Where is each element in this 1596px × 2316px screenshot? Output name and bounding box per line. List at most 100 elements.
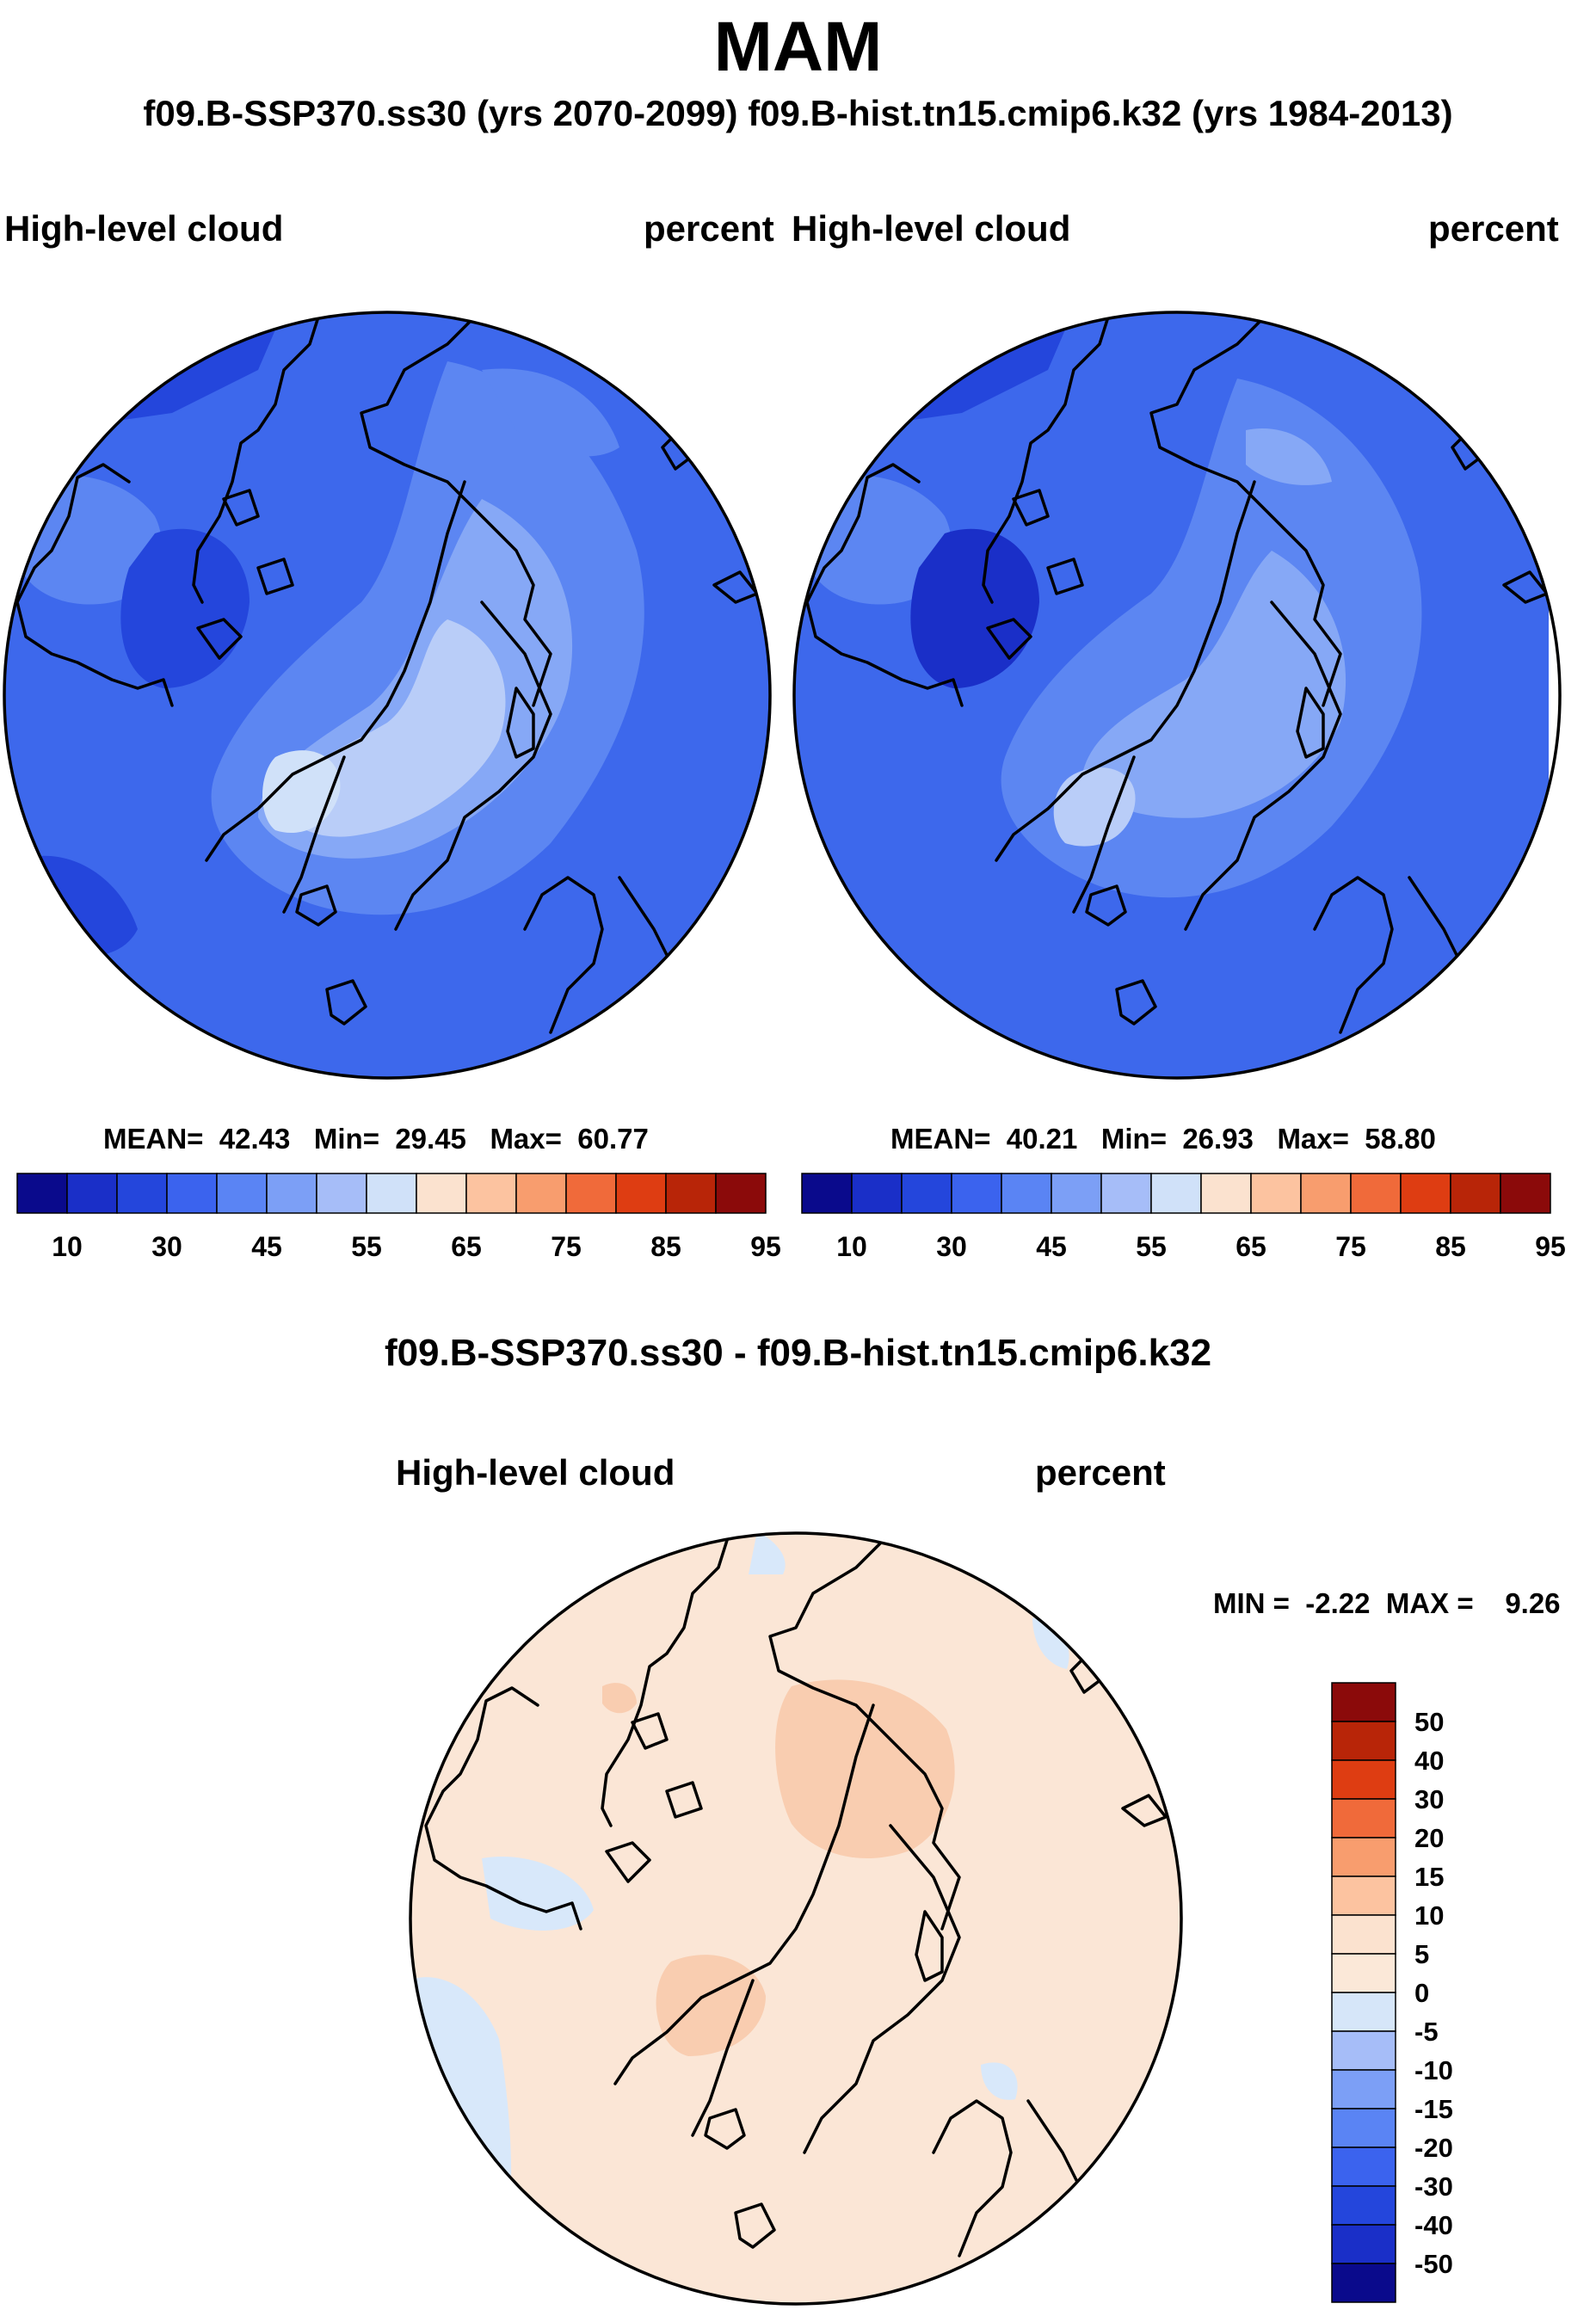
left-units-label: percent bbox=[644, 208, 774, 249]
left-min-label: Min= bbox=[313, 1123, 379, 1155]
difference-colorbar-box bbox=[1331, 1992, 1396, 2032]
historical-map-border bbox=[792, 311, 1562, 1080]
historical-colorbar-box bbox=[1450, 1173, 1501, 1214]
ssp370-colorbar-tick-label: 75 bbox=[551, 1231, 582, 1262]
difference-colorbar-box bbox=[1331, 1798, 1396, 1839]
difference-colorbar-tick-label: -15 bbox=[1414, 2094, 1453, 2124]
right-stats: MEAN= 40.21 Min= 26.93 Max= 58.80 bbox=[890, 1123, 1436, 1155]
historical-colorbar-box bbox=[801, 1173, 853, 1214]
historical-colorbar-tick-label: 30 bbox=[936, 1231, 967, 1262]
historical-colorbar-box bbox=[1400, 1173, 1451, 1214]
ssp370-colorbar-tick-label: 10 bbox=[52, 1231, 83, 1262]
difference-colorbar-tick-label: 40 bbox=[1414, 1746, 1444, 1776]
diff-min-value: -2.22 bbox=[1305, 1587, 1371, 1619]
historical-colorbar-box bbox=[851, 1173, 903, 1214]
difference-colorbar-box bbox=[1331, 1837, 1396, 1877]
historical-colorbar-box bbox=[1250, 1173, 1302, 1214]
ssp370-colorbar-box bbox=[715, 1173, 767, 1214]
difference-colorbar-tick-label: 30 bbox=[1414, 1784, 1444, 1814]
ssp370-colorbar-box bbox=[266, 1173, 317, 1214]
historical-map bbox=[794, 312, 1549, 1078]
diff-max-value: 9.26 bbox=[1505, 1587, 1561, 1619]
diff-units-label: percent bbox=[1035, 1452, 1166, 1493]
difference-colorbar-tick-label: -10 bbox=[1414, 2055, 1453, 2085]
right-mean-value: 40.21 bbox=[1006, 1123, 1078, 1155]
difference-map-border bbox=[409, 1531, 1183, 2306]
difference-colorbar-tick-label: -40 bbox=[1414, 2210, 1453, 2240]
ssp370-colorbar-tick-label: 95 bbox=[750, 1231, 781, 1262]
main-title: MAM bbox=[713, 8, 883, 86]
comparison-title: f09.B-SSP370.ss30 (yrs 2070-2099) f09.B-… bbox=[143, 93, 1453, 133]
difference-colorbar-box bbox=[1331, 1876, 1396, 1916]
difference-colorbar-box bbox=[1331, 1953, 1396, 1993]
difference-colorbar-box bbox=[1331, 2030, 1396, 2071]
ssp370-colorbar-box bbox=[465, 1173, 517, 1214]
difference-colorbar-box bbox=[1331, 2069, 1396, 2110]
historical-colorbar-tick-label: 95 bbox=[1535, 1231, 1566, 1262]
ssp370-colorbar-tick-label: 45 bbox=[251, 1231, 282, 1262]
historical-colorbar-tick-label: 85 bbox=[1435, 1231, 1466, 1262]
difference-colorbar-box bbox=[1331, 2147, 1396, 2187]
ssp370-colorbar-box bbox=[166, 1173, 218, 1214]
difference-colorbar-tick-label: 20 bbox=[1414, 1823, 1444, 1853]
historical-colorbar-box bbox=[1300, 1173, 1352, 1214]
left-stats: MEAN= 42.43 Min= 29.45 Max= 60.77 bbox=[103, 1123, 649, 1155]
difference-colorbar-tick-label: 15 bbox=[1414, 1862, 1444, 1892]
left-variable-label: High-level cloud bbox=[4, 208, 284, 249]
right-max-value: 58.80 bbox=[1365, 1123, 1436, 1155]
difference-colorbar-box bbox=[1331, 2224, 1396, 2264]
left-min-value: 29.45 bbox=[395, 1123, 466, 1155]
ssp370-colorbar-box bbox=[416, 1173, 467, 1214]
historical-colorbar-box bbox=[1051, 1173, 1102, 1214]
difference-title: f09.B-SSP370.ss30 - f09.B-hist.tn15.cmip… bbox=[384, 1332, 1212, 1374]
right-max-label: Max= bbox=[1277, 1123, 1349, 1155]
ssp370-colorbar-box bbox=[366, 1173, 417, 1214]
historical-colorbar-tick-label: 10 bbox=[836, 1231, 867, 1262]
ssp370-colorbar: 10 30 45 55 65 75 85 95 bbox=[16, 1173, 781, 1262]
diff-variable-label: High-level cloud bbox=[396, 1452, 675, 1493]
ssp370-colorbar-box bbox=[216, 1173, 268, 1214]
difference-colorbar-tick-label: 50 bbox=[1414, 1707, 1444, 1737]
difference-colorbar-box bbox=[1331, 2263, 1396, 2303]
ssp370-colorbar-box bbox=[316, 1173, 367, 1214]
right-mean-label: MEAN= bbox=[890, 1123, 991, 1155]
left-mean-value: 42.43 bbox=[219, 1123, 291, 1155]
ssp370-colorbar-box bbox=[16, 1173, 68, 1214]
difference-colorbar-tick-label: -5 bbox=[1414, 2017, 1439, 2047]
difference-colorbar-tick-label: 5 bbox=[1414, 1939, 1429, 1969]
ssp370-colorbar-box bbox=[665, 1173, 717, 1214]
right-min-label: Min= bbox=[1100, 1123, 1167, 1155]
historical-colorbar-tick-label: 55 bbox=[1136, 1231, 1167, 1262]
historical-colorbar-tick-label: 45 bbox=[1036, 1231, 1067, 1262]
difference-colorbar-box bbox=[1331, 1759, 1396, 1800]
ssp370-colorbar-box bbox=[116, 1173, 168, 1214]
diff-min-label: MIN = bbox=[1213, 1587, 1290, 1619]
historical-colorbar-box bbox=[1350, 1173, 1402, 1214]
historical-colorbar-box bbox=[1100, 1173, 1152, 1214]
right-units-label: percent bbox=[1428, 208, 1559, 249]
left-mean-label: MEAN= bbox=[103, 1123, 204, 1155]
diff-stats: MIN = -2.22 MAX = 9.26 bbox=[1213, 1587, 1561, 1620]
difference-colorbar-tick-label: -20 bbox=[1414, 2133, 1453, 2163]
ssp370-colorbar-box bbox=[66, 1173, 118, 1214]
difference-colorbar-box bbox=[1331, 1721, 1396, 1761]
ssp370-map-border bbox=[3, 311, 772, 1080]
ssp370-colorbar-tick-label: 65 bbox=[451, 1231, 482, 1262]
difference-colorbar-tick-label: -30 bbox=[1414, 2171, 1453, 2202]
ssp370-colorbar-tick-label: 55 bbox=[351, 1231, 382, 1262]
historical-colorbar-box bbox=[1500, 1173, 1551, 1214]
historical-colorbar-box bbox=[901, 1173, 952, 1214]
difference-colorbar-box bbox=[1331, 2185, 1396, 2226]
difference-colorbar-tick-label: -50 bbox=[1414, 2249, 1453, 2279]
difference-colorbar-tick-label: 10 bbox=[1414, 1900, 1444, 1931]
right-variable-label: High-level cloud bbox=[792, 208, 1071, 249]
left-max-value: 60.77 bbox=[577, 1123, 649, 1155]
ssp370-colorbar-tick-label: 30 bbox=[151, 1231, 182, 1262]
right-min-value: 26.93 bbox=[1182, 1123, 1254, 1155]
difference-colorbar-tick-label: 0 bbox=[1414, 1978, 1429, 2008]
ssp370-colorbar-box bbox=[515, 1173, 567, 1214]
difference-colorbar-box bbox=[1331, 1914, 1396, 1955]
